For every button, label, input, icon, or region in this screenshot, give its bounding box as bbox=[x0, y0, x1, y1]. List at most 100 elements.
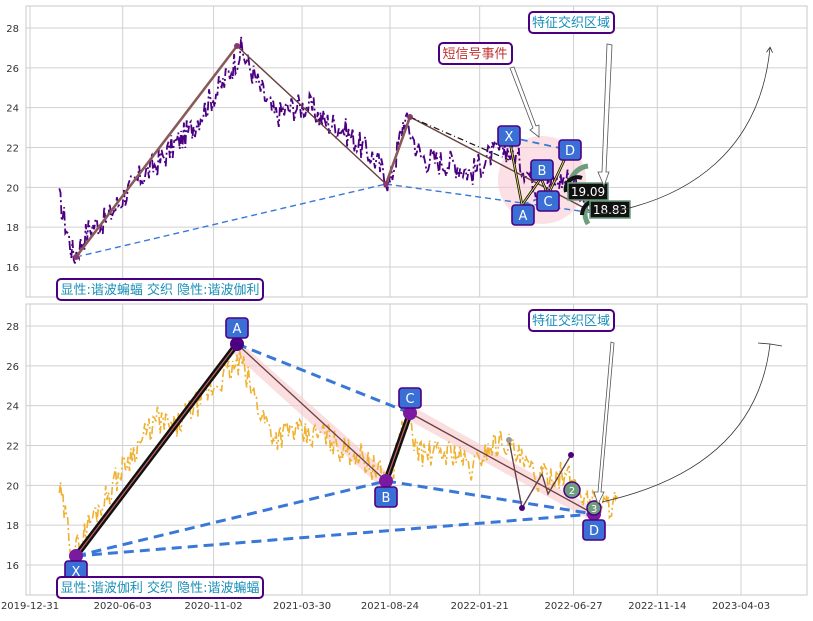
top-region-text: 特征交织区域 bbox=[532, 15, 610, 31]
bottom-label-d: D bbox=[582, 519, 606, 541]
price-label-box-1 bbox=[567, 182, 609, 201]
bottom-dashed-xb bbox=[75, 479, 387, 558]
bottom-point-a bbox=[230, 337, 244, 351]
svg-text:A: A bbox=[519, 209, 528, 224]
top-pattern-line-thick bbox=[74, 45, 239, 258]
bottom-y-tick-label: 22 bbox=[6, 442, 19, 453]
top-point-x bbox=[73, 254, 79, 260]
top-black-arc-1 bbox=[563, 175, 583, 193]
bottom-leg-xa-inner bbox=[75, 343, 238, 557]
x-tick-label: 2021-08-24 bbox=[361, 601, 419, 612]
x-tick-label: 2020-11-02 bbox=[185, 601, 243, 612]
bottom-leg-cd bbox=[409, 412, 595, 515]
top-point-a bbox=[234, 43, 240, 49]
x-tick-label: 2019-12-31 bbox=[1, 601, 59, 612]
bottom-y-tick-label: 24 bbox=[6, 402, 19, 413]
top-legend-annotation: 显性:谐波蝙蝠 交织 隐性:谐波伽利 bbox=[56, 278, 264, 301]
bottom-legend-annotation: 显性:谐波伽利 交织 隐性:谐波蝙蝠 bbox=[56, 576, 264, 599]
bottom-price-series bbox=[58, 350, 619, 563]
svg-text:B: B bbox=[538, 164, 547, 179]
bottom-label-a: A bbox=[225, 317, 249, 339]
x-tick-label: 2022-06-27 bbox=[545, 601, 603, 612]
x-tick-label: 2020-06-03 bbox=[94, 601, 152, 612]
bottom-y-tick-label: 18 bbox=[6, 521, 19, 532]
bottom-small-pattern bbox=[508, 439, 572, 510]
top-y-tick-label: 26 bbox=[6, 64, 19, 75]
bottom-point-x bbox=[69, 549, 83, 563]
bottom-point-c bbox=[403, 406, 417, 420]
top-y-tick-label: 16 bbox=[6, 263, 19, 274]
bottom-label-b: B bbox=[374, 486, 398, 508]
top-label-d: D bbox=[558, 139, 582, 161]
top-dashed-ac bbox=[521, 194, 549, 206]
bottom-region-arrow bbox=[593, 341, 615, 506]
bottom-plot-area: 2 3 A B C D X 特征交织区域 显性:谐波伽利 交织 隐性:谐波蝙蝠 bbox=[56, 309, 783, 599]
bottom-projection-tick bbox=[757, 342, 771, 345]
top-label-x: X bbox=[497, 125, 521, 147]
top-y-tick-labels: 16 18 20 22 24 26 28 bbox=[6, 24, 19, 274]
bottom-point-b bbox=[379, 474, 393, 488]
top-point-c bbox=[407, 114, 413, 120]
top-y-tick-label: 20 bbox=[6, 183, 19, 194]
top-price-series bbox=[58, 36, 607, 264]
svg-text:3: 3 bbox=[591, 504, 597, 515]
top-plot-area: 19.09 18.83 X A B C D 特征交织区域 bbox=[56, 11, 770, 301]
x-tick-label: 2021-03-30 bbox=[273, 601, 331, 612]
bottom-grid bbox=[26, 304, 807, 595]
bottom-region-text: 特征交织区域 bbox=[532, 313, 610, 329]
top-region-arrow bbox=[597, 43, 613, 188]
x-tick-label: 2023-04-03 bbox=[712, 601, 770, 612]
top-projection-arc bbox=[599, 48, 770, 215]
bottom-dashed-xd bbox=[75, 512, 595, 558]
svg-text:D: D bbox=[565, 144, 575, 159]
bottom-y-tick-label: 20 bbox=[6, 481, 19, 492]
bottom-small-dot-1 bbox=[506, 437, 512, 443]
bottom-y-tick-label: 16 bbox=[6, 561, 19, 572]
top-legend-text: 显性:谐波蝙蝠 交织 隐性:谐波伽利 bbox=[60, 282, 259, 298]
top-label-c: C bbox=[536, 190, 560, 212]
svg-text:2: 2 bbox=[569, 486, 575, 497]
bottom-leg-ab bbox=[236, 343, 387, 482]
bottom-small-dot-3 bbox=[568, 452, 574, 458]
short-signal-annotation: 短信号事件 bbox=[438, 42, 513, 65]
svg-text:X: X bbox=[505, 130, 514, 145]
top-region-annotation: 特征交织区域 bbox=[528, 11, 615, 34]
top-pattern-line-thick-2 bbox=[384, 116, 412, 185]
bottom-y-tick-label: 26 bbox=[6, 362, 19, 373]
top-grid bbox=[26, 6, 807, 297]
top-dashdot-line bbox=[409, 116, 510, 161]
top-label-a: A bbox=[511, 204, 535, 226]
top-point-b bbox=[383, 181, 389, 187]
bottom-dashed-bd bbox=[385, 479, 595, 516]
top-y-tick-label: 22 bbox=[6, 144, 19, 155]
top-label-b: B bbox=[530, 159, 554, 181]
svg-text:D: D bbox=[589, 524, 599, 539]
svg-text:B: B bbox=[382, 491, 391, 506]
svg-text:X: X bbox=[72, 565, 81, 580]
svg-text:C: C bbox=[543, 195, 552, 210]
short-signal-text: 短信号事件 bbox=[442, 47, 507, 62]
price-label-1: 19.09 bbox=[571, 185, 605, 199]
bottom-label-c: C bbox=[398, 387, 422, 409]
bottom-y-tick-label: 28 bbox=[6, 322, 19, 333]
x-tick-label: 2022-11-14 bbox=[628, 601, 686, 612]
x-tick-label: 2022-01-21 bbox=[451, 601, 509, 612]
bottom-legend-text: 显性:谐波伽利 交织 隐性:谐波蝙蝠 bbox=[60, 580, 259, 596]
bottom-y-tick-labels: 16 18 20 22 24 26 28 bbox=[6, 322, 19, 572]
bottom-marker-3: 3 bbox=[586, 500, 602, 516]
svg-text:C: C bbox=[405, 392, 414, 407]
bottom-projection-arc bbox=[601, 343, 783, 503]
top-y-tick-label: 28 bbox=[6, 24, 19, 35]
svg-text:A: A bbox=[233, 322, 242, 337]
top-dashed-xb bbox=[75, 183, 387, 258]
bottom-marker-2: 2 bbox=[563, 481, 581, 499]
top-y-tick-label: 18 bbox=[6, 223, 19, 234]
bottom-small-dot-2 bbox=[519, 505, 525, 511]
bottom-region-annotation: 特征交织区域 bbox=[528, 309, 615, 332]
top-y-tick-label: 24 bbox=[6, 104, 19, 115]
bottom-leg-bc-inner bbox=[385, 412, 411, 482]
x-tick-labels: 2019-12-31 2020-06-03 2020-11-02 2021-03-30… bbox=[1, 601, 770, 612]
short-signal-arrow bbox=[509, 66, 540, 138]
